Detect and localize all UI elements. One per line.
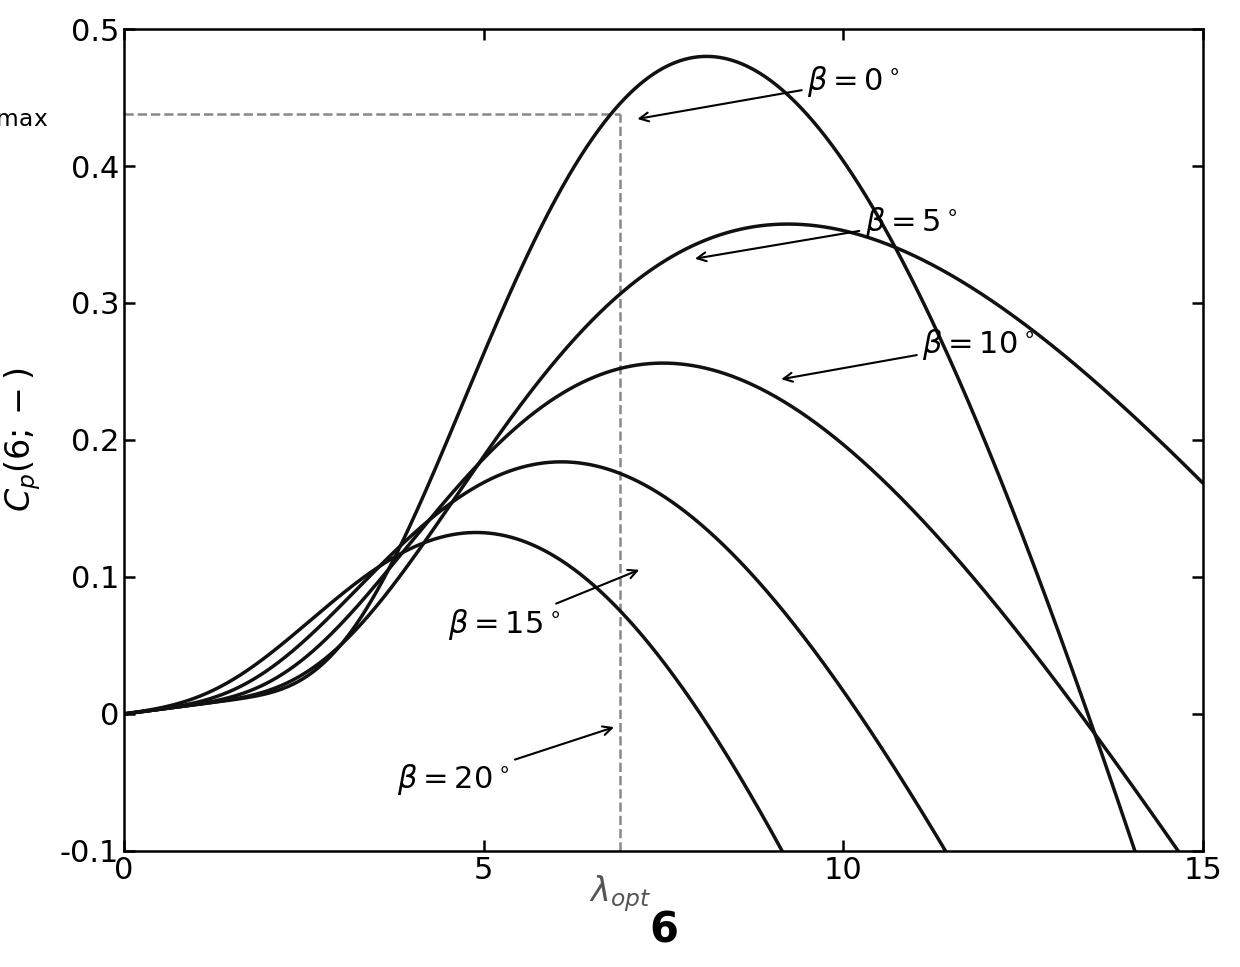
- Text: $\lambda_{opt}$: $\lambda_{opt}$: [589, 873, 651, 914]
- Text: $\beta = 15^\circ$: $\beta = 15^\circ$: [448, 570, 637, 642]
- Y-axis label: $C_p(6;-)$: $C_p(6;-)$: [2, 367, 43, 513]
- Text: $\beta = 10^\circ$: $\beta = 10^\circ$: [784, 327, 1034, 382]
- Text: $C_{p\,\mathrm{max}}$: $C_{p\,\mathrm{max}}$: [0, 94, 48, 133]
- X-axis label: 6: 6: [649, 910, 678, 952]
- Text: $\beta = 20^\circ$: $\beta = 20^\circ$: [397, 726, 611, 797]
- Text: $\beta = 0^\circ$: $\beta = 0^\circ$: [640, 64, 900, 122]
- Text: $\beta = 5^\circ$: $\beta = 5^\circ$: [697, 205, 957, 261]
